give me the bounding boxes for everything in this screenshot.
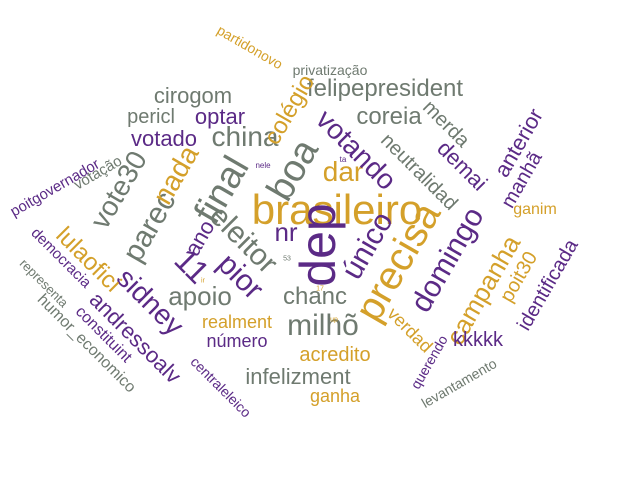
word: 53 <box>283 255 291 263</box>
word: apoio <box>168 281 232 311</box>
word: brasileiro <box>251 186 423 233</box>
word: dar <box>322 156 364 187</box>
word: pericl <box>127 106 175 128</box>
word: privatização <box>292 62 368 78</box>
word: milhõ <box>287 309 359 342</box>
word: infelizment <box>245 364 351 389</box>
word: número <box>206 331 268 351</box>
word: centraleleico <box>187 353 255 421</box>
word: ir <box>201 277 205 285</box>
word: optar <box>194 104 246 129</box>
word: up <box>330 316 338 324</box>
word: ganim <box>513 201 557 218</box>
word: ta <box>339 155 347 164</box>
word: felipepresident <box>306 75 464 102</box>
word: nr <box>274 217 298 247</box>
word: coreia <box>356 103 422 130</box>
word: china <box>211 121 279 152</box>
word: 17 <box>316 285 324 293</box>
word: ganha <box>309 386 361 406</box>
word: realment <box>201 312 273 332</box>
word: dep <box>290 203 346 287</box>
word: chanc <box>282 283 348 310</box>
word: cirogom <box>153 83 233 108</box>
word: partidonovo <box>214 21 286 73</box>
word: nele <box>255 161 271 170</box>
word: acredito <box>299 344 371 366</box>
word: kkkkk <box>453 329 503 351</box>
word: votado <box>130 126 198 151</box>
